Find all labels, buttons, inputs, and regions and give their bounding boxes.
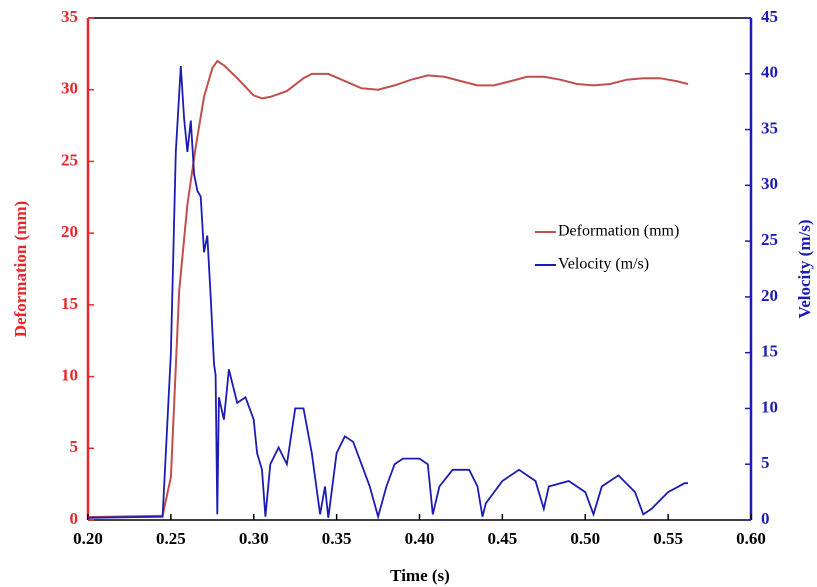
x-tick-label: 0.25 [156,529,186,548]
x-tick-label: 0.40 [405,529,435,548]
x-tick-label: 0.55 [653,529,683,548]
y2-tick-label: 40 [761,63,778,82]
x-tick-label: 0.30 [239,529,269,548]
y-tick-label: 15 [61,294,78,313]
y-tick-label: 25 [61,150,78,169]
x-tick-label: 0.50 [570,529,600,548]
y-tick-label: 5 [70,437,79,456]
y2-tick-label: 5 [761,453,770,472]
x-tick-label: 0.35 [322,529,352,548]
x-tick-label: 0.45 [488,529,518,548]
y-tick-label: 20 [61,222,78,241]
y2-tick-label: 0 [761,509,770,528]
y-tick-label: 30 [61,79,78,98]
y2-tick-label: 45 [761,7,778,26]
y2-tick-label: 20 [761,286,778,305]
y2-tick-label: 15 [761,342,778,361]
legend-label: Velocity (m/s) [558,256,649,273]
y2-axis-label: Velocity (m/s) [795,220,814,319]
y-tick-label: 10 [61,365,78,384]
x-tick-label: 0.20 [73,529,103,548]
series-line [87,65,688,521]
legend-label: Deformation (mm) [558,223,679,240]
series-line [87,59,689,519]
y-tick-label: 35 [61,7,78,26]
y2-tick-label: 35 [761,118,778,137]
y2-tick-label: 30 [761,174,778,193]
y2-tick-label: 25 [761,230,778,249]
y-tick-label: 0 [70,509,79,528]
y-axis-label: Deformation (mm) [11,201,30,337]
x-tick-label: 0.60 [736,529,766,548]
y2-tick-label: 10 [761,397,778,416]
x-axis-label: Time (s) [390,566,450,585]
